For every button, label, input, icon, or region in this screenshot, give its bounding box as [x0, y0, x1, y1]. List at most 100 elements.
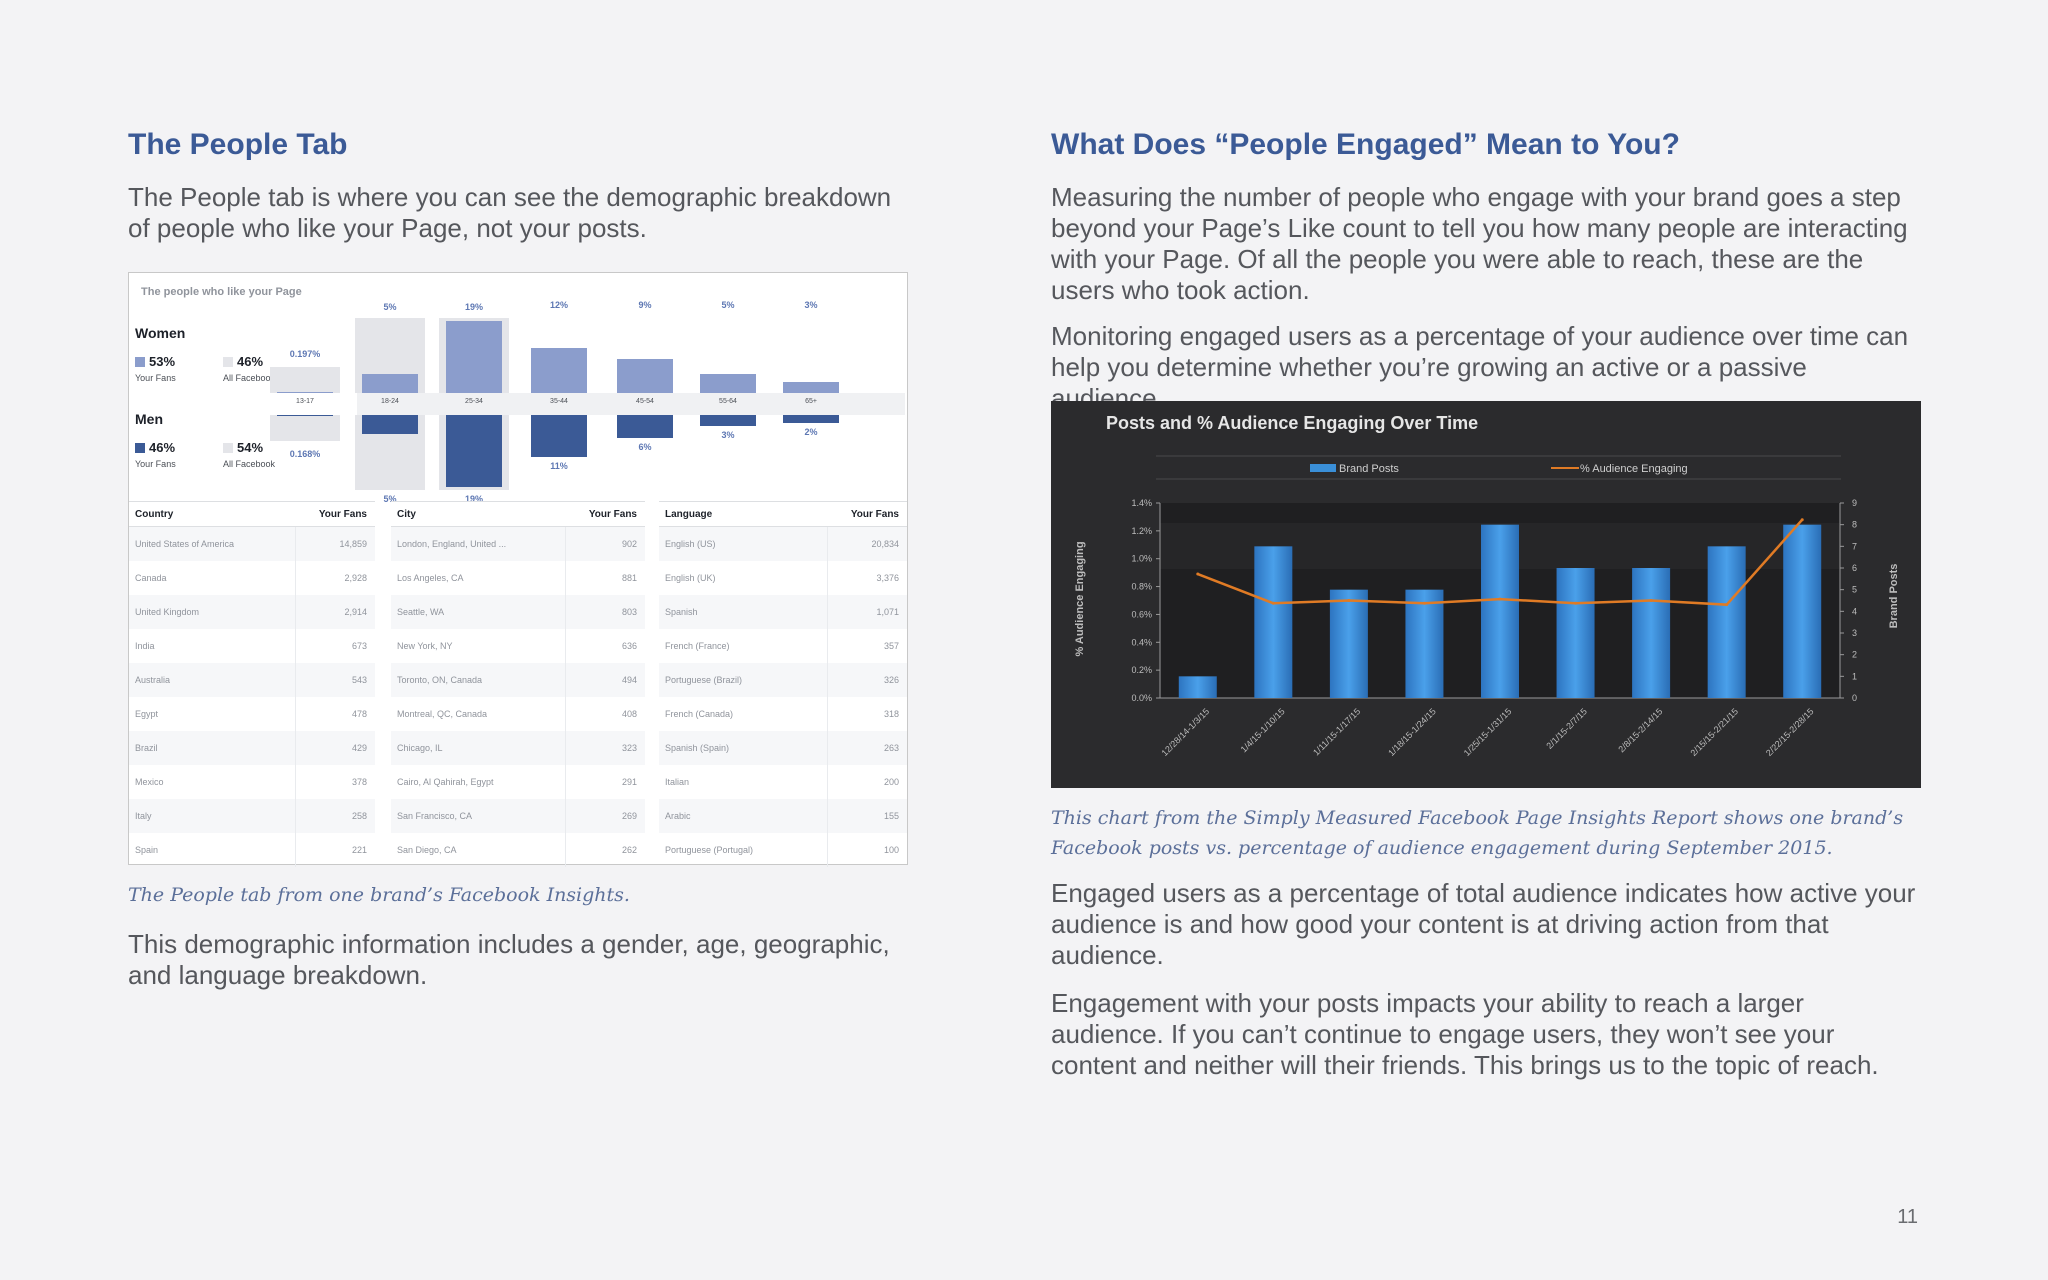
- women-age-pct-label: 12%: [549, 300, 568, 310]
- table-cell: Spanish: [665, 607, 698, 617]
- legend-label-brand-posts: Brand Posts: [1339, 463, 1399, 475]
- table-cell: French (France): [665, 641, 730, 651]
- left-intro: The People tab is where you can see the …: [128, 182, 892, 243]
- right-heading: What Does “People Engaged” Mean to You?: [1051, 128, 1680, 161]
- table-cell: London, England, United ...: [397, 539, 507, 549]
- table-row: English (UK) 3,376: [659, 561, 907, 595]
- table-row: Portuguese (Portugal) 100: [659, 833, 907, 867]
- right-tick-label: 0: [1852, 693, 1857, 703]
- left-tick-label: 1.0%: [1131, 554, 1152, 564]
- table-cell: 323: [565, 731, 645, 765]
- table-row: Arabic 155: [659, 799, 907, 833]
- table-cell: 408: [565, 697, 645, 731]
- y2-axis-label: Brand Posts: [1888, 564, 1900, 629]
- age-range-label: 25-34: [465, 398, 483, 405]
- table-cell: 478: [295, 697, 375, 731]
- right-tick-label: 8: [1852, 520, 1857, 530]
- brand-posts-bar: [1178, 676, 1217, 698]
- table-header: City Your Fans: [391, 502, 645, 527]
- all-facebook-women-bar: [270, 367, 340, 393]
- column-header: City: [397, 508, 416, 520]
- left-outro: This demographic information includes a …: [128, 929, 890, 990]
- right-tick-label: 6: [1852, 563, 1857, 573]
- table-cell: 258: [295, 799, 375, 833]
- table-cell: 378: [295, 765, 375, 799]
- table-row: Seattle, WA 803: [391, 595, 645, 629]
- audience-engaging-point: [1725, 603, 1729, 607]
- table-row: New York, NY 636: [391, 629, 645, 663]
- left-caption: The People tab from one brand’s Facebook…: [128, 884, 630, 906]
- men-age-bar: [446, 415, 502, 487]
- right-tick-label: 3: [1852, 628, 1857, 638]
- x-tick-label: 2/22/15-2/28/15: [1764, 706, 1816, 758]
- right-caption: This chart from the Simply Measured Face…: [1051, 807, 1904, 859]
- left-tick-label: 0.2%: [1131, 665, 1152, 675]
- audience-engaging-point: [1347, 599, 1351, 602]
- brand-posts-bar: [1632, 568, 1671, 698]
- table-cell: Italy: [135, 811, 152, 821]
- table-row: Portuguese (Brazil) 326: [659, 663, 907, 697]
- right-tick-label: 9: [1852, 498, 1857, 508]
- table-row: French (Canada) 318: [659, 697, 907, 731]
- men-label: Men: [135, 411, 163, 427]
- table-cell: 902: [565, 527, 645, 561]
- age-range-label: 55-64: [719, 398, 737, 405]
- table-cell: 3,376: [827, 561, 907, 595]
- table-cell: Arabic: [665, 811, 691, 821]
- table-cell: Seattle, WA: [397, 607, 445, 617]
- audience-engaging-point: [1196, 572, 1200, 576]
- table-row: San Diego, CA 262: [391, 833, 645, 867]
- table-cell: Mexico: [135, 777, 164, 787]
- audience-engaging-point: [1574, 601, 1578, 605]
- table-cell: 2,914: [295, 595, 375, 629]
- left-tick-label: 1.2%: [1131, 526, 1152, 536]
- column-header: Country: [135, 508, 174, 520]
- women-age-pct-label: 0.197%: [289, 349, 321, 359]
- table-cell: San Diego, CA: [397, 845, 457, 855]
- table-cell: Egypt: [135, 709, 159, 719]
- women-age-pct-label: 19%: [464, 302, 483, 312]
- engagement-chart-svg: Posts and % Audience Engaging Over Time B…: [1074, 413, 1900, 758]
- women-age-pct-label: 3%: [804, 300, 818, 310]
- age-range-label: 45-54: [636, 398, 654, 405]
- x-tick-label: 1/4/15-1/10/15: [1239, 706, 1287, 754]
- table-cell: 20,834: [827, 527, 907, 561]
- table-row: Italian 200: [659, 765, 907, 799]
- table-cell: 803: [565, 595, 645, 629]
- table-row: United States of America 14,859: [129, 527, 375, 561]
- men-age-bar: [277, 415, 333, 416]
- x-tick-label: 2/15/15-2/21/15: [1688, 706, 1740, 758]
- men-fans-pct: 46%: [135, 440, 175, 455]
- table-row: Egypt 478: [129, 697, 375, 731]
- table-cell: 263: [827, 731, 907, 765]
- table-cell: Spanish (Spain): [665, 743, 730, 753]
- table-cell: Montreal, QC, Canada: [397, 709, 488, 719]
- left-tick-label: 0.0%: [1131, 693, 1152, 703]
- age-range-label: 65+: [805, 398, 817, 405]
- city-table: City Your Fans London, England, United ...…: [391, 501, 645, 867]
- men-age-bar: [617, 415, 673, 438]
- engagement-chart: Posts and % Audience Engaging Over Time B…: [1051, 401, 1921, 788]
- table-cell: 326: [827, 663, 907, 697]
- table-cell: 357: [827, 629, 907, 663]
- table-cell: Italian: [665, 777, 690, 787]
- women-age-bar: [531, 347, 587, 393]
- table-row: Spanish (Spain) 263: [659, 731, 907, 765]
- table-row: India 673: [129, 629, 375, 663]
- table-cell: 881: [565, 561, 645, 595]
- table-cell: French (Canada): [665, 709, 734, 719]
- women-age-pct-label: 5%: [721, 300, 735, 310]
- insights-title: The people who like your Page: [141, 286, 302, 298]
- table-cell: 1,071: [827, 595, 907, 629]
- x-tick-label: 1/18/15-1/24/15: [1386, 706, 1438, 758]
- x-tick-label: 2/8/15-2/14/15: [1616, 706, 1664, 754]
- women-age-bar: [362, 374, 418, 393]
- people-tab-screenshot: The people who like your Page Women 53% …: [128, 272, 908, 867]
- men-age-bar: [700, 415, 756, 427]
- table-cell: Spain: [135, 845, 159, 855]
- all-facebook-men-bar: [270, 415, 340, 441]
- chart-title: Posts and % Audience Engaging Over Time: [1106, 413, 1478, 433]
- women-age-pct-label: 5%: [383, 302, 397, 312]
- table-cell: Chicago, IL: [397, 743, 443, 753]
- men-age-bar: [531, 415, 587, 457]
